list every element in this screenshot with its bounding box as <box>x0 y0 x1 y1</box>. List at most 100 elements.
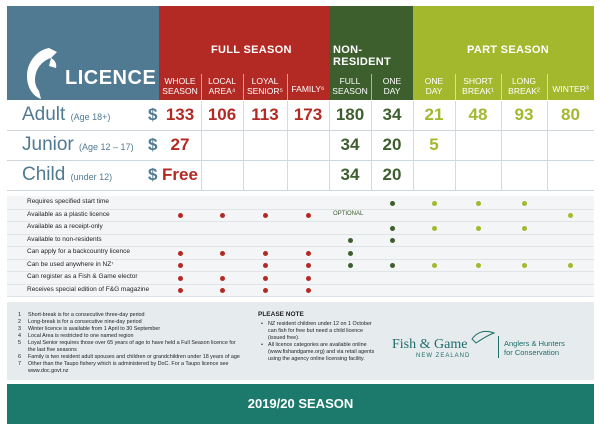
col-header-family: FAMILY⁶ <box>291 84 325 94</box>
price-row-adult: Adult (Age 18+) $133 106 113 173 180 34 21 48 93 8… <box>7 101 594 131</box>
please-note-item: All licence categories are available onl… <box>268 342 375 362</box>
footnote-text: Long-break is for a consecutive nine-day… <box>28 319 142 325</box>
price-value: 180 <box>335 105 365 124</box>
feature-dot <box>475 263 481 268</box>
non-resident-header: NON-RESIDENT FULL SEASON ONE DAY <box>329 6 413 102</box>
feature-dot <box>389 225 395 231</box>
footnote-text: Local Area is restricted to one named re… <box>28 333 134 339</box>
licence-header-panel: LICENCE <box>7 6 159 100</box>
feature-dot <box>347 238 353 243</box>
feature-dot <box>177 213 183 218</box>
feature-dot <box>521 263 527 268</box>
feature-label: Available as a plastic licence <box>27 210 110 218</box>
feature-label: Requires specified start time <box>27 198 110 205</box>
col-header-winter: WINTER³ <box>552 84 589 94</box>
col-header-nr-one-day: ONE DAY <box>382 76 402 96</box>
feature-label: Available as a receipt-only <box>27 223 103 230</box>
feature-dot <box>431 200 437 206</box>
price-value: 27 <box>170 135 190 154</box>
footnote-text: Loyal Senior requires those over 65 year… <box>28 340 236 346</box>
price-value: 34 <box>340 165 360 184</box>
brand-tagline: Anglers & Hunters for Conservation <box>504 339 565 357</box>
part-season-header: PART SEASON ONE DAY SHORT BREAK¹ LONG BREAK… <box>413 6 594 102</box>
feature-dot <box>219 288 225 293</box>
feature-dot <box>305 213 311 218</box>
col-header-short-break: SHORT BREAK¹ <box>462 76 494 96</box>
feature-row: Can apply for a backcountry licence <box>7 247 594 260</box>
price-value: Free <box>162 165 198 184</box>
optional-label: OPTIONAL <box>333 211 364 217</box>
feature-row: Can register as a Fish & Game elector <box>7 272 594 285</box>
feature-dot <box>568 213 573 218</box>
col-header-local-area: LOCAL AREA⁴ <box>208 76 236 96</box>
footnote-text: the last five seasons <box>28 347 77 353</box>
price-value: 113 <box>251 105 279 124</box>
please-note-item: NZ resident children under 12 on 1 Octob… <box>268 321 372 341</box>
col-header-one-day: ONE DAY <box>424 76 444 96</box>
footnote-text: www.doc.govt.nz <box>28 368 69 374</box>
group-title-full-season: FULL SEASON <box>211 44 292 56</box>
brand-logo: Fish & Game <box>392 337 468 352</box>
feature-dot <box>262 213 268 218</box>
price-value: 34 <box>340 135 360 154</box>
feature-dot <box>305 263 311 268</box>
price-value: 133 <box>165 105 195 124</box>
group-title-part-season: PART SEASON <box>467 44 549 56</box>
feature-dot <box>177 250 183 256</box>
feature-label: Can apply for a backcountry licence <box>27 248 130 255</box>
feature-row: Available as a plastic licence OPTIONAL <box>7 210 594 222</box>
feature-dot <box>389 200 395 206</box>
fish-icon <box>27 48 57 99</box>
footnote-text: Family is two resident adult spouses and… <box>28 354 240 360</box>
price-row-child: Child (under 12) $ Free 34 20 <box>7 161 594 191</box>
footnote-text: Winter licence is available from 1 April… <box>28 326 161 332</box>
feature-dot <box>389 238 395 243</box>
licence-type-name: Junior (Age 12 – 17) <box>22 134 134 155</box>
footnote-number: 5 <box>18 340 21 346</box>
feature-dot <box>347 250 353 256</box>
feature-dot <box>305 288 311 293</box>
season-banner: 2019/20 SEASON <box>7 384 594 424</box>
feature-dot <box>305 250 311 256</box>
feature-dot <box>431 225 437 231</box>
col-header-whole-season: WHOLE SEASON <box>162 76 198 96</box>
feature-label: Can register as a Fish & Game elector <box>27 273 138 280</box>
please-note-title: PLEASE NOTE <box>258 311 304 318</box>
price-value: 80 <box>561 105 580 124</box>
price-value: 20 <box>382 135 402 154</box>
price-value: 5 <box>429 135 439 154</box>
brand-subtitle: NEW ZEALAND <box>416 353 471 359</box>
feature-dot <box>347 263 353 268</box>
feature-label: Receives special edition of F&G magazine <box>27 285 150 293</box>
footnote-number: 2 <box>18 319 21 325</box>
currency-symbol: $ <box>148 105 158 124</box>
footnote-number: 6 <box>18 354 21 360</box>
feature-dot <box>568 263 573 268</box>
full-season-header: FULL SEASON WHOLE SEASON LOCAL AREA⁴ LOYAL… <box>159 6 329 102</box>
feature-dot <box>262 250 268 256</box>
price-value: 48 <box>468 105 488 124</box>
price-value: 20 <box>382 165 402 184</box>
feature-dot <box>177 263 183 268</box>
page-title: LICENCE <box>65 67 157 89</box>
footnote-text: Other than the Taupo fishery which is ad… <box>28 361 229 367</box>
footnote-text: Short-break is for a consecutive three-d… <box>28 312 145 318</box>
feature-dot <box>262 288 268 293</box>
feature-dot <box>431 263 437 268</box>
feature-row: Receives special edition of F&G magazine <box>7 285 594 297</box>
feature-dot <box>475 200 481 206</box>
footnote-number: 4 <box>18 333 21 339</box>
group-title-non-resident: NON-RESIDENT <box>333 44 392 68</box>
brand-fish-icon <box>471 330 496 344</box>
feature-dot <box>475 225 481 231</box>
feature-dot <box>262 263 268 268</box>
price-value: 34 <box>382 105 402 124</box>
currency-symbol: $ <box>148 165 158 184</box>
feature-dot <box>177 288 183 293</box>
feature-dot <box>305 275 311 281</box>
footnotes-panel <box>7 302 594 380</box>
price-value: 173 <box>293 105 323 124</box>
feature-dot <box>219 275 225 281</box>
feature-row: Available to non-residents <box>7 235 594 247</box>
feature-row: Requires specified start time <box>7 197 594 210</box>
